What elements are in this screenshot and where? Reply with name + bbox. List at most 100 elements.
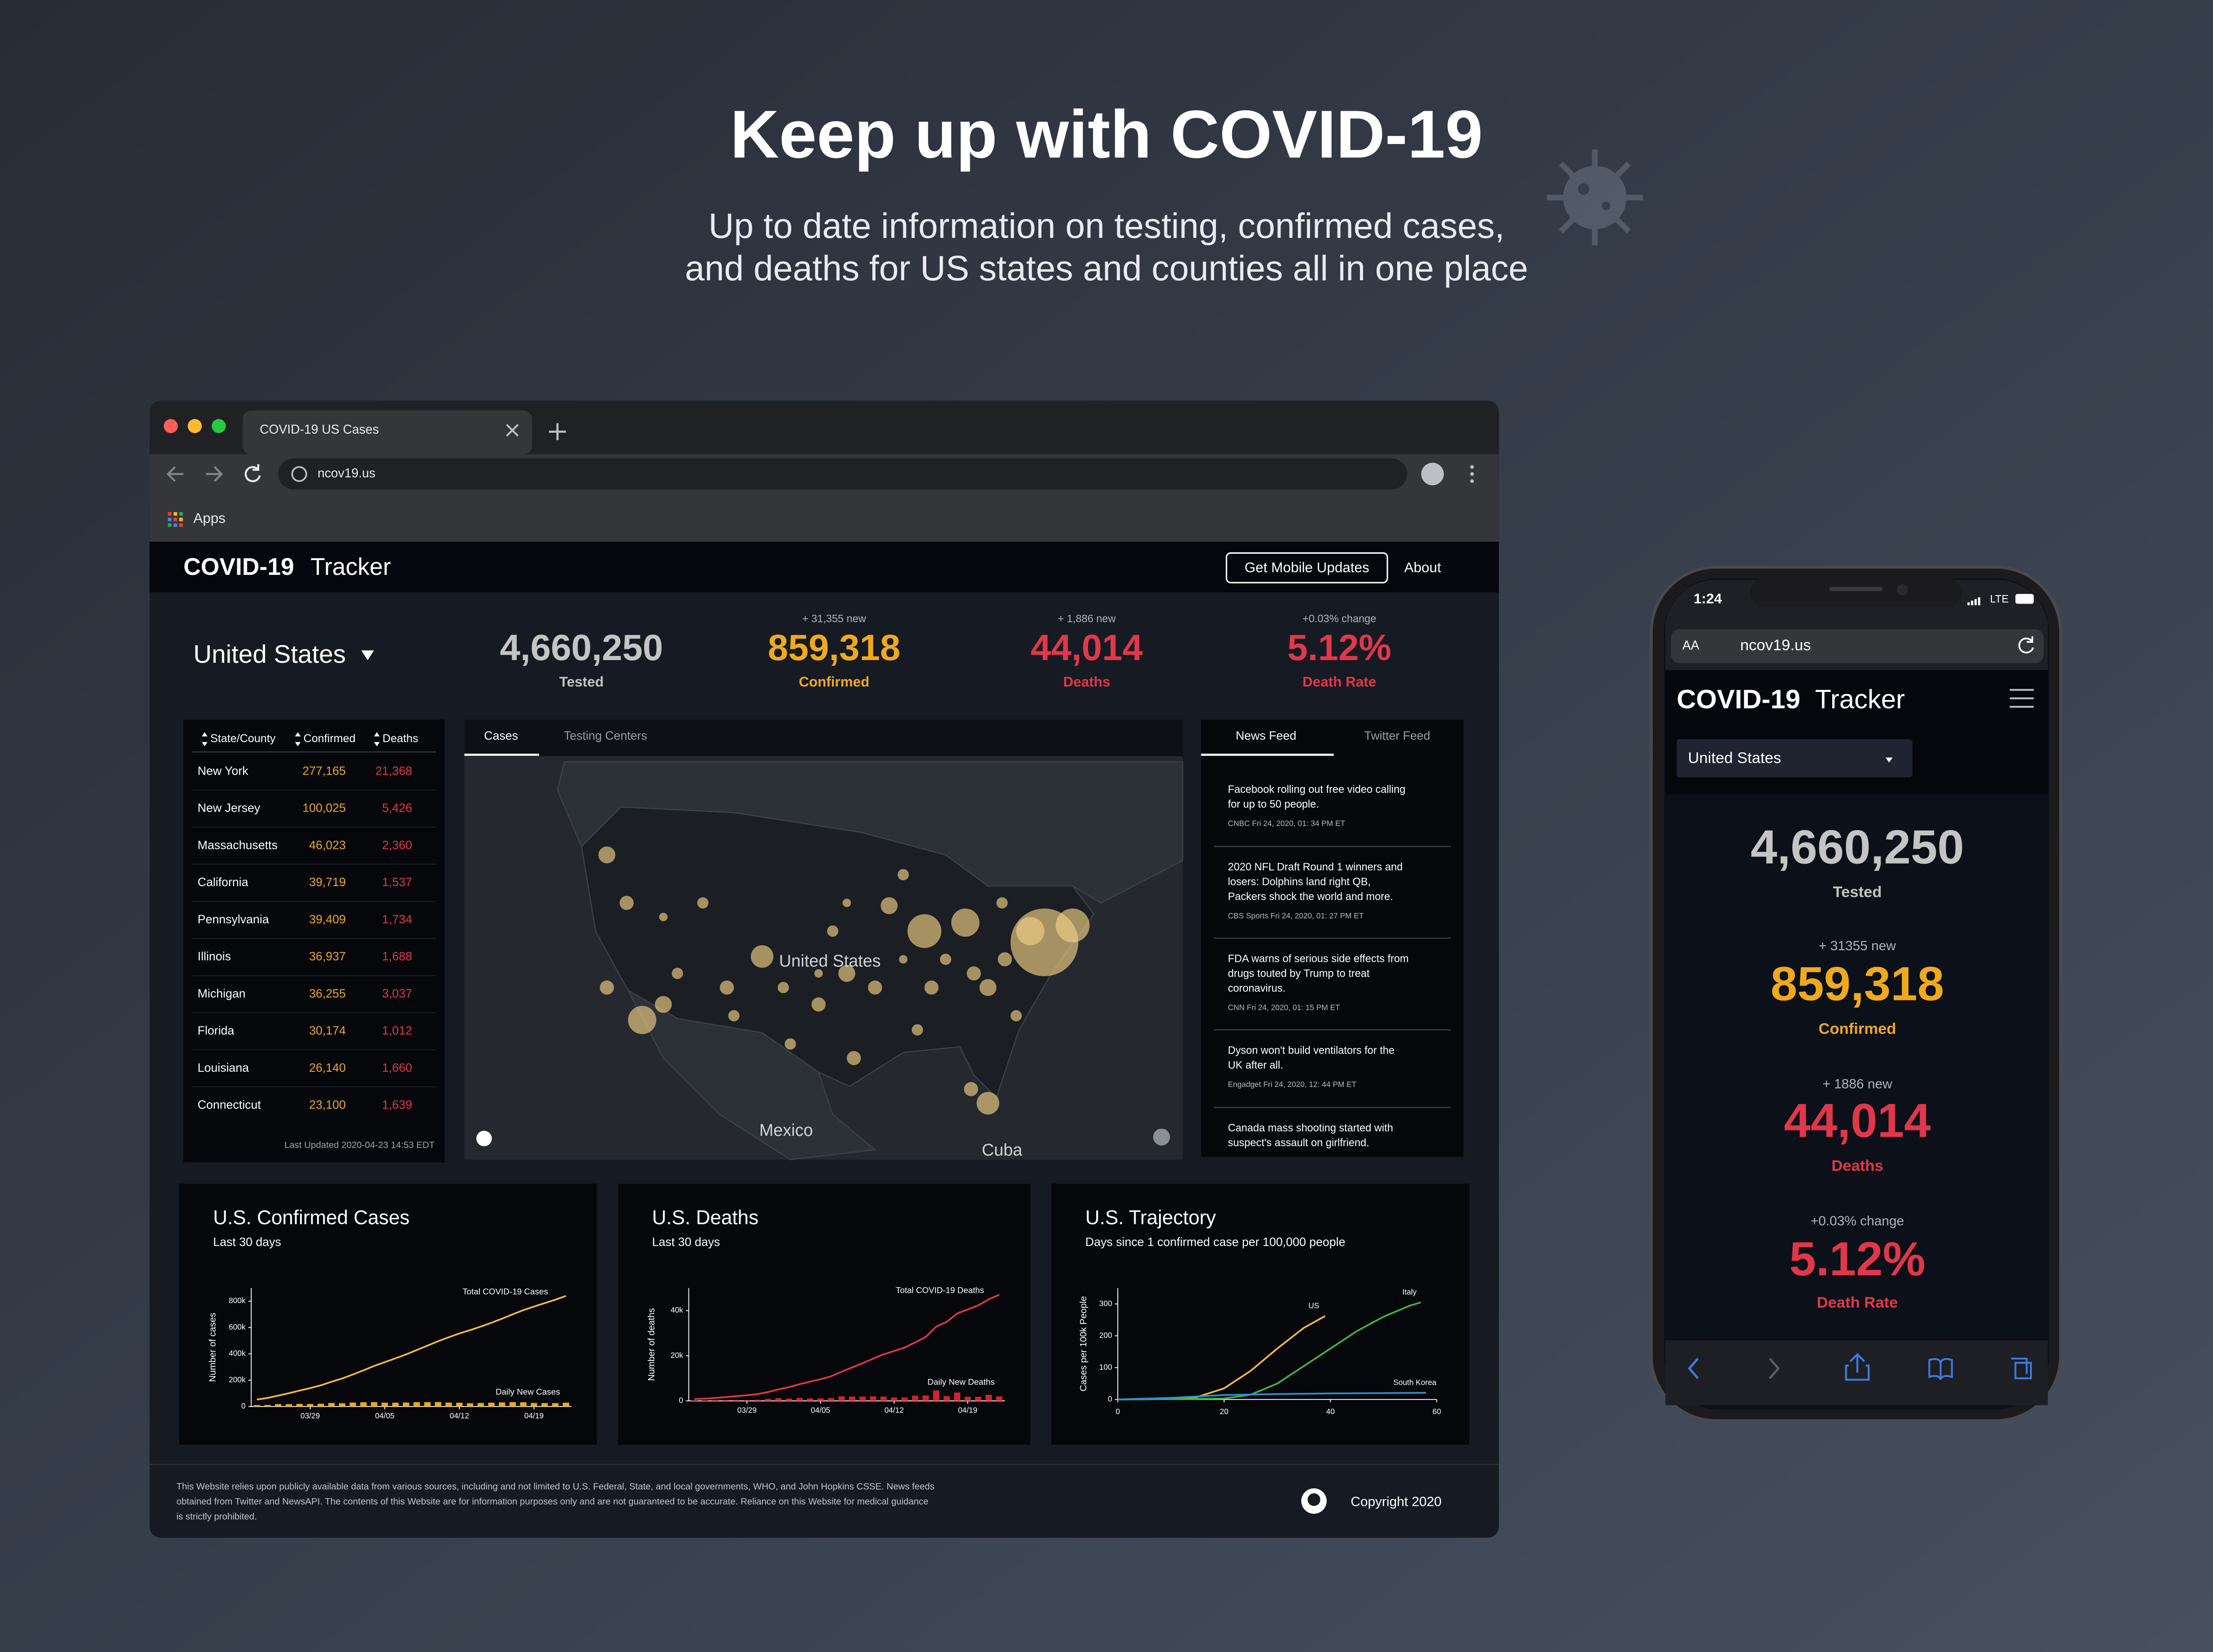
state-name[interactable]: Illinois <box>198 950 231 963</box>
news-headline[interactable]: suspect's assault on girlfriend. <box>1228 1137 1369 1148</box>
table-header[interactable]: State/County <box>210 732 276 745</box>
daily-bar <box>922 1395 929 1401</box>
stat-label: Tested <box>559 674 604 690</box>
news-headline[interactable]: 2020 NFL Draft Round 1 winners and <box>1228 861 1403 873</box>
state-name[interactable]: Pennsylvania <box>198 913 269 926</box>
state-name[interactable]: Massachusetts <box>198 838 278 852</box>
new-tab[interactable] <box>549 423 566 440</box>
daily-bar <box>912 1396 919 1401</box>
phone-forward[interactable] <box>1769 1357 1780 1379</box>
nav-forward[interactable] <box>206 466 223 482</box>
phone-share[interactable] <box>1845 1353 1870 1381</box>
table-header[interactable]: Deaths <box>383 732 418 745</box>
stat-value: 44,014 <box>1031 627 1143 668</box>
mobile-updates-label[interactable]: Get Mobile Updates <box>1245 560 1369 575</box>
news-headline[interactable]: UK after all. <box>1228 1059 1283 1071</box>
location-select[interactable]: United States <box>193 640 346 669</box>
window-control[interactable] <box>164 419 178 433</box>
state-name[interactable]: New York <box>198 764 249 778</box>
phone-reload[interactable] <box>2018 636 2034 654</box>
map-bubble <box>655 996 672 1013</box>
tab-close[interactable] <box>506 424 519 437</box>
map-bubble <box>911 1024 923 1036</box>
phone-text-size[interactable]: AA <box>1682 638 1699 652</box>
chart-card <box>179 1183 597 1445</box>
news-headline[interactable]: Canada mass shooting started with <box>1228 1122 1393 1134</box>
map-bubble <box>868 980 882 995</box>
bookmark-apps[interactable]: Apps <box>193 510 226 526</box>
table-header[interactable]: Confirmed <box>304 732 356 745</box>
menu-dot <box>1470 472 1474 476</box>
total-line <box>694 1294 1000 1400</box>
map-bubble <box>827 925 839 937</box>
phone-back[interactable] <box>1688 1357 1699 1379</box>
phone-location[interactable]: United States <box>1688 750 1781 767</box>
chart-title: U.S. Confirmed Cases <box>213 1207 409 1229</box>
window-control[interactable] <box>212 419 226 433</box>
state-name[interactable]: California <box>198 875 248 889</box>
apps-dot <box>179 523 183 527</box>
phone-stat-value: 859,318 <box>1771 956 1944 1010</box>
map-bubble <box>728 1010 740 1022</box>
news-headline[interactable]: Facebook rolling out free video calling <box>1228 783 1406 795</box>
daily-bar <box>712 1400 719 1401</box>
map-info[interactable] <box>1153 1128 1170 1146</box>
state-deaths: 1,688 <box>382 950 412 963</box>
series-label: US <box>1308 1301 1319 1310</box>
news-tab[interactable]: Twitter Feed <box>1364 729 1430 742</box>
news-headline[interactable]: drugs touted by Trump to treat <box>1228 968 1370 979</box>
phone-stat-change: + 1886 new <box>1822 1077 1892 1091</box>
hero-title: Keep up with COVID-19 <box>730 96 1483 172</box>
states-table <box>183 719 445 1163</box>
about-link[interactable]: About <box>1404 560 1441 575</box>
state-name[interactable]: Connecticut <box>198 1098 261 1112</box>
stat-change: +0.03% change <box>1303 613 1377 624</box>
phone-tabs[interactable] <box>2011 1357 2032 1379</box>
map-bubble <box>1011 1010 1022 1022</box>
y-tick-label: 300 <box>1099 1299 1112 1308</box>
news-headline[interactable]: Packers shock the world and more. <box>1228 891 1393 902</box>
news-headline[interactable]: for up to 50 people. <box>1228 798 1319 810</box>
phone-time: 1:24 <box>1694 591 1722 606</box>
state-name[interactable]: Louisiana <box>198 1061 249 1074</box>
x-tick-label: 04/19 <box>958 1406 977 1415</box>
daily-bar <box>943 1396 950 1401</box>
nav-back[interactable] <box>166 466 184 482</box>
news-meta: CBS Sports Fri 24, 2020, 01: 27 PM ET <box>1228 911 1364 920</box>
daily-bar <box>253 1405 260 1407</box>
apps-dot <box>179 517 183 522</box>
browser-tab-title[interactable]: COVID-19 US Cases <box>260 422 379 436</box>
state-confirmed: 39,409 <box>309 913 346 926</box>
state-name[interactable]: Florida <box>198 1024 235 1037</box>
nav-reload[interactable] <box>244 464 261 483</box>
mobile-updates-button <box>1225 552 1388 583</box>
state-name[interactable]: Michigan <box>198 987 246 1000</box>
daily-bar <box>806 1398 814 1401</box>
map-tab[interactable]: Cases <box>484 729 518 742</box>
map-bubble <box>1016 917 1045 945</box>
trajectory-line <box>1118 1392 1426 1400</box>
phone-stat-value: 44,014 <box>1784 1094 1930 1148</box>
address-url[interactable]: ncov19.us <box>318 466 375 480</box>
phone-bookmarks[interactable] <box>1928 1358 1953 1380</box>
news-headline[interactable]: Dyson won't build ventilators for the <box>1228 1044 1395 1056</box>
state-deaths: 3,037 <box>382 987 412 1000</box>
y-tick-label: 100 <box>1099 1362 1112 1371</box>
map-tab[interactable]: Testing Centers <box>564 729 647 742</box>
news-headline[interactable]: FDA warns of serious side effects from <box>1228 953 1409 965</box>
browser-tab <box>243 410 532 455</box>
phone-stat-label: Confirmed <box>1819 1021 1896 1038</box>
news-headline[interactable]: losers: Dolphins land right QB, <box>1228 876 1371 887</box>
phone-url[interactable]: ncov19.us <box>1740 637 1811 654</box>
state-confirmed: 46,023 <box>309 838 346 852</box>
daily-bar <box>765 1399 771 1401</box>
window-control[interactable] <box>187 419 202 433</box>
state-name[interactable]: New Jersey <box>198 801 261 815</box>
daily-bar <box>562 1403 569 1407</box>
daily-bar <box>754 1400 761 1401</box>
profile-icon[interactable] <box>1421 462 1444 486</box>
total-line <box>257 1295 566 1400</box>
news-headline[interactable]: coronavirus. <box>1228 983 1285 994</box>
news-tab[interactable]: News Feed <box>1236 729 1296 742</box>
